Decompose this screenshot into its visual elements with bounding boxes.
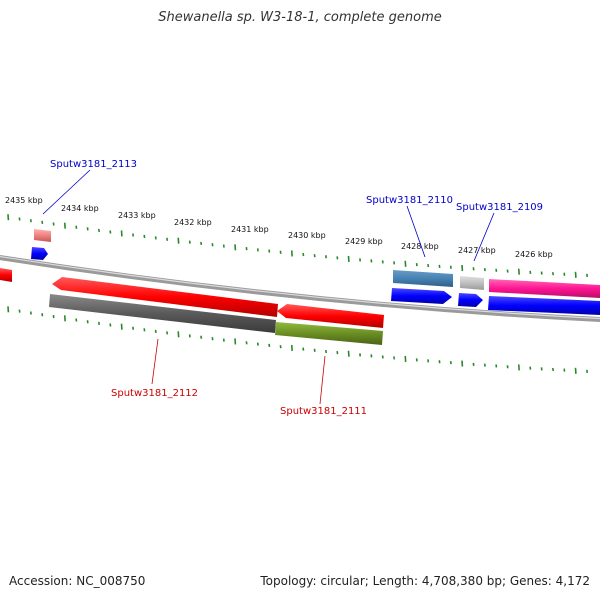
gene-red-reverse-1[interactable] (52, 277, 278, 317)
genome-title: Shewanella sp. W3-18-1, complete genome (158, 10, 442, 25)
gene-sputw3181-2109[interactable] (460, 276, 484, 290)
gene-blue-forward-1[interactable] (391, 288, 452, 304)
tick-label: 2435 kbp (5, 196, 43, 205)
gene-sputw3181-2112[interactable] (49, 294, 276, 333)
accession-text: Accession: NC_008750 (9, 574, 146, 588)
inner-tick-marks (7, 306, 589, 374)
tick-label: 2427 kbp (458, 246, 496, 255)
tick-label: 2431 kbp (231, 225, 269, 234)
leader-line-2112 (151, 338, 159, 385)
genome-backbone (0, 255, 600, 322)
gene-label-2111[interactable]: Sputw3181_2111 (280, 406, 367, 417)
gene-blue-forward-3[interactable] (488, 296, 600, 315)
gene-label-2109[interactable]: Sputw3181_2109 (456, 202, 543, 213)
gene-sputw3181-2111[interactable] (275, 322, 383, 345)
tick-label: 2432 kbp (174, 218, 212, 227)
tick-label: 2429 kbp (345, 237, 383, 246)
gene-label-2113[interactable]: Sputw3181_2113 (50, 159, 137, 170)
gene-sputw3181-2110[interactable] (393, 270, 453, 287)
tick-label: 2428 kbp (401, 242, 439, 251)
tick-label: 2426 kbp (515, 250, 553, 259)
leader-line-2110 (406, 205, 426, 258)
gene-red-reverse-2[interactable] (277, 304, 384, 328)
gene-label-2110[interactable]: Sputw3181_2110 (366, 195, 453, 206)
gene-blue-small[interactable] (31, 247, 48, 260)
tick-label: 2434 kbp (61, 204, 99, 213)
gene-sputw3181-2113[interactable] (34, 229, 51, 242)
topology-text: Topology: circular; Length: 4,708,380 bp… (260, 574, 590, 588)
leader-line-2109 (473, 212, 495, 262)
gene-blue-forward-2[interactable] (458, 293, 483, 307)
tick-label: 2430 kbp (288, 231, 326, 240)
gene-arrow[interactable] (0, 268, 12, 282)
outer-tick-marks (7, 214, 589, 278)
leader-line-2111 (319, 355, 326, 405)
gene-pink[interactable] (489, 279, 600, 298)
leader-line-2113 (42, 169, 91, 215)
tick-label: 2433 kbp (118, 211, 156, 220)
gene-label-2112[interactable]: Sputw3181_2112 (111, 388, 198, 399)
